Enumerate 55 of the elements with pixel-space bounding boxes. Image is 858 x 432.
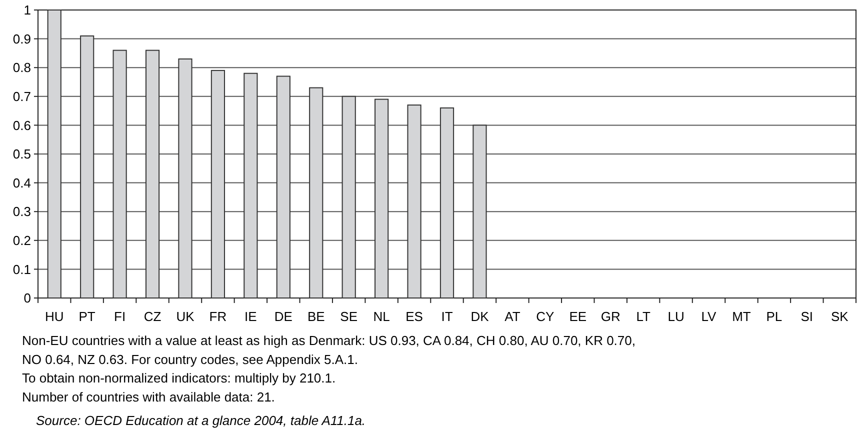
x-tick-label: MT xyxy=(732,309,751,324)
x-tick-label: SE xyxy=(340,309,358,324)
text: To obtain non-normalized indicators: multiply by 210.1. xyxy=(22,370,336,386)
x-tick-label: PT xyxy=(78,309,96,324)
y-tick-label: 0.7 xyxy=(12,88,31,104)
bar xyxy=(112,50,127,298)
bar xyxy=(244,72,258,298)
bar xyxy=(309,87,324,298)
text: NO 0.64, NZ 0.63. For country codes, see Appendix 5.A.1. xyxy=(22,352,358,367)
x-tick-label: FR xyxy=(209,309,227,324)
x-tick-label: BE xyxy=(307,309,326,324)
x-tick-label: IT xyxy=(441,309,453,324)
y-tick-label: 0.2 xyxy=(12,232,31,248)
y-tick-label: 0.6 xyxy=(12,118,31,133)
bar xyxy=(276,76,290,298)
x-tick-label: ES xyxy=(406,309,424,324)
text: Non-EU countries with a value at least as high as Denmark: US 0.93, CA 0.84, CH 0.80, AU 0.70, KR 0.70, xyxy=(22,333,636,348)
bar xyxy=(210,70,226,298)
y-tick-label: 0.5 xyxy=(12,146,31,162)
x-tick-label: CZ xyxy=(144,309,162,324)
x-tick-label: CY xyxy=(536,309,555,324)
x-tick-label: LV xyxy=(701,309,717,324)
y-tick-label: 0.9 xyxy=(12,31,31,46)
x-tick-label: DE xyxy=(274,309,293,324)
y-tick-label: 0.1 xyxy=(12,262,31,277)
y-tick-label: 1 xyxy=(24,2,31,18)
x-tick-label: PL xyxy=(766,309,782,324)
y-tick-label: 0.8 xyxy=(12,60,31,76)
x-tick-label: GR xyxy=(600,309,620,324)
x-tick-label: DK xyxy=(470,309,490,324)
y-tick-label: 0 xyxy=(24,290,31,306)
x-tick-label: NL xyxy=(373,309,390,324)
x-tick-label: SK xyxy=(830,309,849,324)
source-note: Source: OECD Education at a glance 2004, table A11.1a. xyxy=(36,413,366,428)
x-tick-label: FI xyxy=(114,309,126,324)
bar xyxy=(472,124,487,298)
x-tick-label: EE xyxy=(569,309,587,324)
x-tick-label: UK xyxy=(176,309,195,324)
bar xyxy=(407,104,422,298)
x-tick-label: SI xyxy=(800,309,814,324)
bar xyxy=(374,98,389,298)
bar xyxy=(342,96,356,298)
x-tick-label: HU xyxy=(44,309,64,324)
x-tick-label: LU xyxy=(668,309,684,324)
y-tick-label: 0.3 xyxy=(12,204,31,220)
bar xyxy=(145,50,160,298)
text: Number of countries with available data: 21. xyxy=(22,389,275,404)
x-tick-label: IE xyxy=(244,309,258,324)
y-tick-label: 0.4 xyxy=(12,175,31,190)
bar xyxy=(80,35,94,298)
x-tick-label: LT xyxy=(636,309,650,324)
bar xyxy=(178,58,192,298)
x-tick-label: AT xyxy=(504,309,520,324)
bar xyxy=(440,107,454,298)
bar xyxy=(47,10,62,298)
